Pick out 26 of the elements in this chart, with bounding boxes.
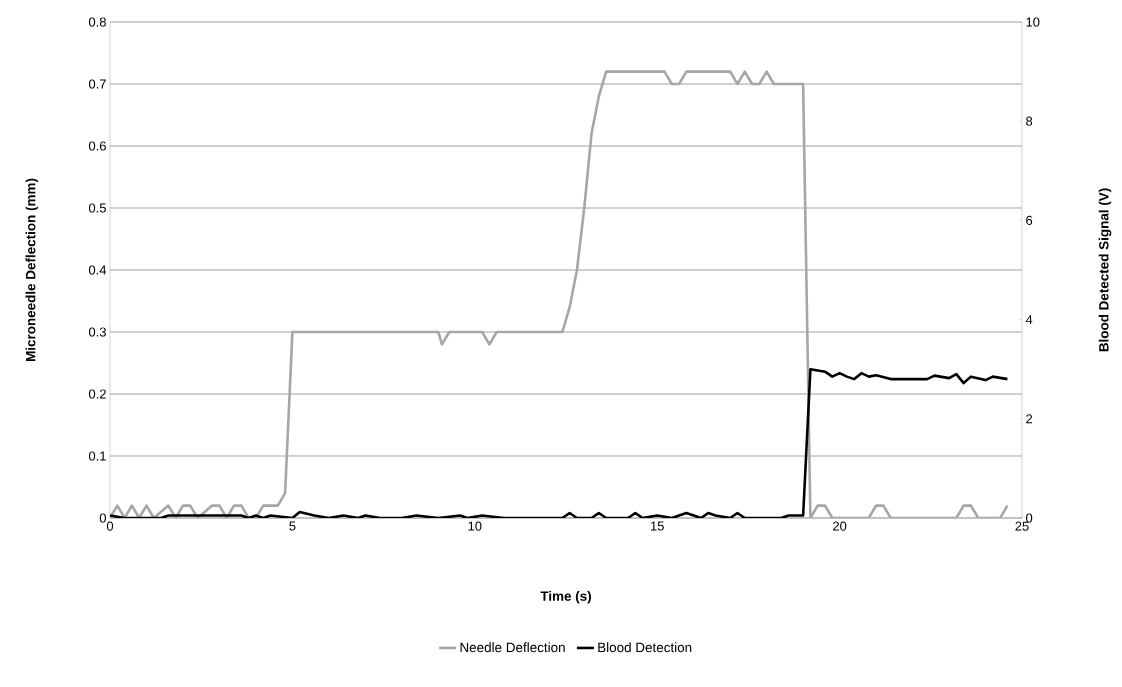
y-tick-label: 0.1 — [88, 451, 106, 461]
x-tick-label: 25 — [1015, 521, 1029, 531]
x-tick-label: 15 — [650, 521, 664, 531]
y2-tick-label: 4 — [1025, 315, 1033, 325]
y2-axis-title: Blood Detected Signal (V) — [1098, 188, 1112, 352]
legend-label: Blood Detection — [598, 642, 692, 653]
y-tick-label: 0.6 — [88, 141, 106, 151]
y-tick-label: 0.2 — [88, 389, 106, 399]
y2-tick-label: 8 — [1026, 116, 1033, 126]
x-tick-label: 0 — [106, 521, 114, 531]
y2-tick-label: 2 — [1026, 414, 1033, 424]
y-tick-label: 0.3 — [88, 327, 106, 337]
y-tick-label: 0.7 — [88, 79, 106, 89]
y-tick-label: 0.4 — [88, 265, 107, 275]
legend-label: Needle Deflection — [460, 642, 565, 653]
y-axis-title: Microneedle Deflection (mm) — [25, 178, 39, 362]
y2-tick-label: 0 — [1026, 513, 1033, 523]
x-axis-title: Time (s) — [540, 590, 591, 604]
y2-tick-label: 10 — [1026, 17, 1040, 27]
y-tick-label: 0.5 — [88, 203, 106, 213]
x-tick-label: 10 — [468, 521, 482, 531]
y-tick-label: 0 — [99, 513, 106, 523]
x-tick-label: 20 — [833, 521, 847, 531]
y-tick-label: 0.8 — [88, 17, 106, 27]
y2-tick-label: 6 — [1026, 215, 1033, 225]
x-tick-label: 5 — [289, 521, 296, 531]
